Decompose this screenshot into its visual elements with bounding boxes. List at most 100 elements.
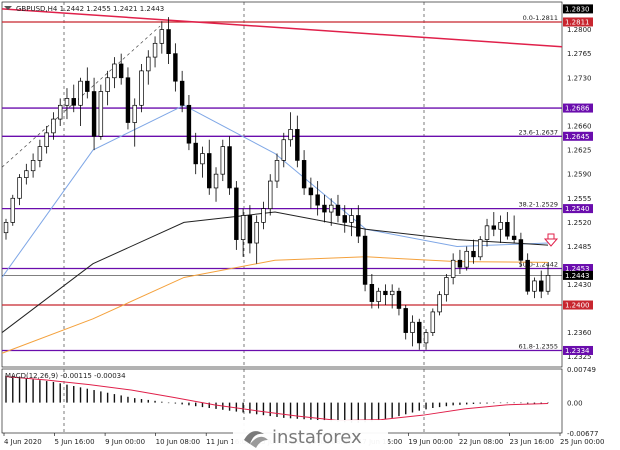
macd-histogram-bar	[398, 402, 400, 417]
macd-signal-line	[5, 376, 549, 422]
candle-body	[193, 142, 198, 165]
candle	[389, 284, 395, 309]
candle	[173, 43, 178, 92]
candle	[159, 21, 165, 54]
candle-body	[207, 153, 212, 189]
candle-body	[71, 98, 76, 106]
candle	[44, 125, 49, 154]
candle-body	[227, 146, 232, 189]
macd-histogram-bar	[161, 401, 163, 403]
macd-histogram-bar	[283, 402, 285, 418]
price-tag: 1.2540	[563, 204, 593, 214]
macd-histogram-bar	[493, 402, 495, 404]
macd-histogram-bar	[235, 402, 238, 412]
candle	[308, 177, 314, 209]
symbol-header: GBPUSD,H4 1.2442 1.2455 1.2421 1.2443	[4, 5, 164, 13]
price-tag-label: 1.2811	[565, 18, 590, 26]
macd-histogram-bar	[269, 402, 271, 417]
price-tag-background	[563, 300, 593, 310]
price-tag: 1.2443	[563, 270, 593, 280]
macd-histogram-bar	[127, 396, 129, 403]
candle	[30, 153, 36, 178]
candle-body	[85, 80, 90, 92]
macd-histogram-bar	[452, 402, 454, 406]
candle-body	[91, 91, 97, 137]
candle	[417, 318, 422, 350]
candle-body	[464, 250, 469, 268]
price-tag: 1.2686	[563, 103, 593, 113]
candle-body	[430, 311, 436, 333]
macd-histogram-bar	[25, 377, 28, 403]
candle-body	[498, 222, 503, 230]
candle-body	[44, 132, 49, 147]
candle-body	[152, 42, 158, 58]
price-tick-label: 1.2590	[567, 171, 592, 179]
price-tag: 1.2400	[563, 300, 593, 310]
macd-histogram-bar	[438, 402, 441, 408]
candle-body	[349, 215, 354, 223]
price-tag-background	[563, 17, 593, 27]
macd-histogram-bar	[526, 402, 529, 404]
watermark-text: instaforex	[272, 427, 362, 448]
candle	[118, 53, 124, 85]
macd-tick-label: 0.00749	[567, 366, 596, 374]
macd-histogram-bar	[425, 402, 427, 410]
candle	[112, 57, 117, 89]
candle-body	[173, 53, 178, 82]
candle	[57, 98, 63, 126]
candle-body	[125, 77, 131, 123]
main-plot-frame	[1, 1, 563, 368]
candle	[3, 218, 9, 240]
price-tag-label: 1.2400	[565, 302, 590, 310]
level-label: 50.0-1.2442	[518, 261, 558, 269]
moving-average-line	[1, 211, 549, 333]
candle	[471, 239, 476, 264]
macd-histogram-bar	[316, 402, 319, 421]
macd-histogram-bar	[405, 402, 407, 415]
time-tick-label: 10 Jun 08:00	[156, 438, 200, 446]
macd-histogram-bar	[533, 402, 536, 404]
downtrend-line	[1, 8, 563, 48]
candlesticks	[3, 17, 551, 350]
price-tag: 1.2334	[563, 345, 593, 355]
candle	[234, 181, 239, 250]
candle-body	[539, 280, 544, 292]
candle-body	[78, 80, 83, 106]
candle-body	[457, 259, 463, 268]
candle-body	[17, 177, 22, 199]
macd-histogram-bar	[93, 390, 95, 403]
price-tick-label: 1.2765	[567, 50, 592, 58]
candle	[437, 291, 442, 316]
candle	[532, 277, 537, 299]
candle-body	[322, 204, 327, 213]
candle	[478, 236, 483, 261]
dropdown-triangle-icon	[4, 6, 12, 10]
candle-body	[403, 308, 408, 333]
candle-body	[478, 239, 483, 258]
macd-histogram-bar	[255, 402, 258, 415]
price-tag-background	[563, 345, 593, 355]
candle	[362, 229, 368, 292]
price-tag-background	[563, 264, 593, 274]
time-tick-label: 4 Jun 2020	[4, 438, 42, 446]
macd-histogram-bar	[73, 386, 75, 403]
macd-histogram-bar	[147, 399, 149, 403]
candle	[17, 174, 22, 206]
time-tick-label: 5 Jun 16:00	[55, 438, 95, 446]
candle	[403, 305, 408, 340]
candle-body	[30, 160, 36, 172]
candle-body	[132, 104, 137, 123]
macd-histogram-bar	[39, 380, 41, 403]
time-tick-label: 22 Jun 08:00	[459, 438, 503, 446]
candle	[71, 84, 76, 113]
candle	[335, 194, 341, 223]
candle	[64, 88, 70, 120]
candle	[369, 274, 375, 309]
candle	[85, 67, 90, 99]
candle	[430, 308, 436, 337]
candle-body	[308, 187, 314, 196]
macd-histogram-bar	[154, 400, 156, 403]
macd-histogram-bar	[364, 402, 366, 423]
macd-histogram-bar	[18, 376, 21, 403]
